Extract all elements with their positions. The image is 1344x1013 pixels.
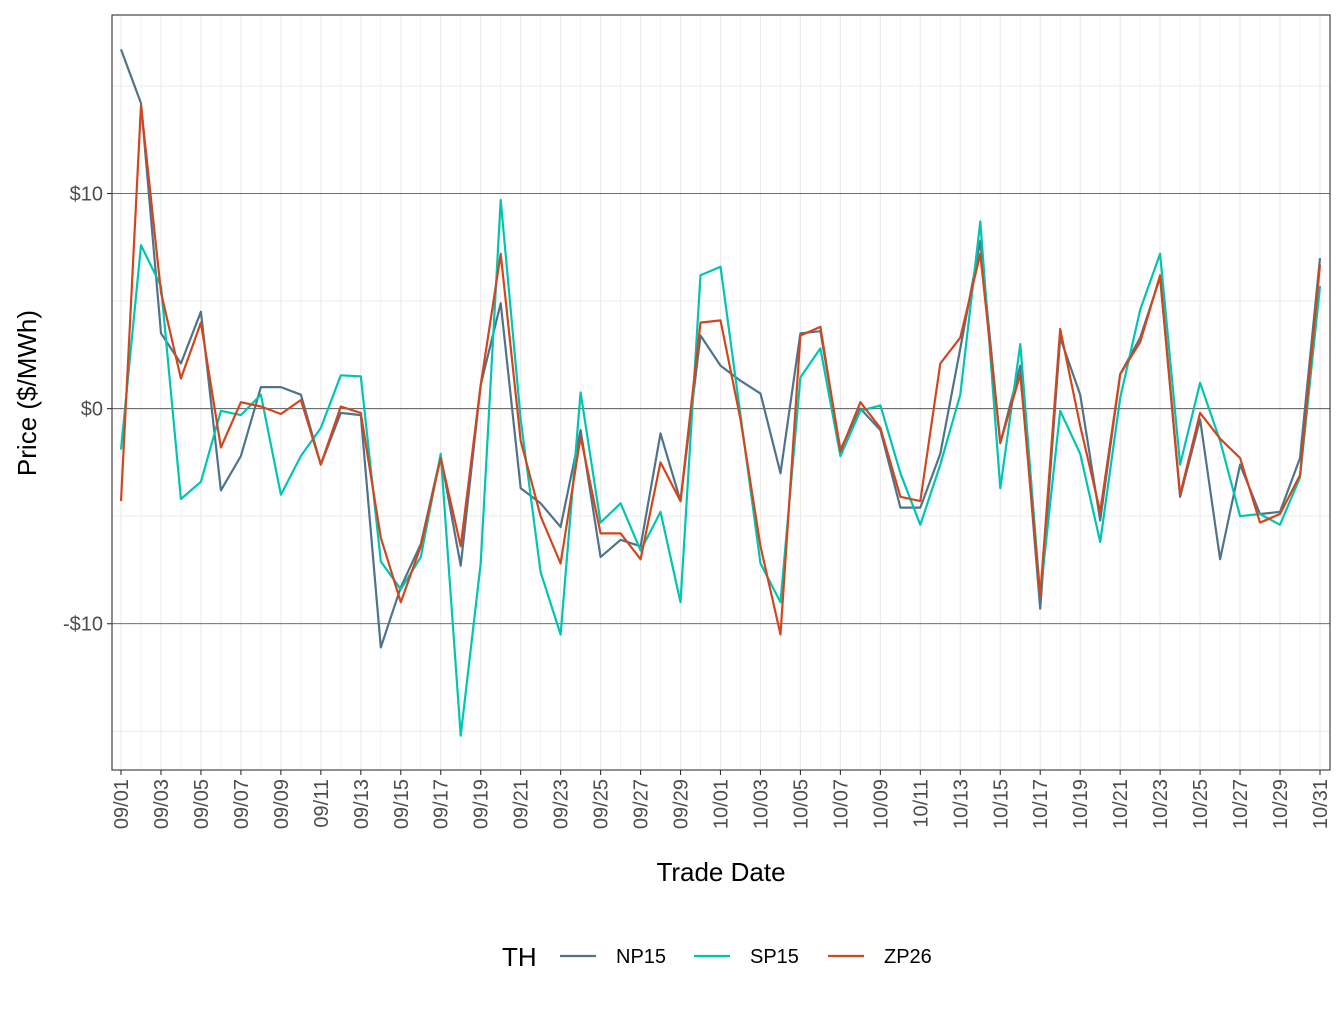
x-tick-label: 10/09 — [870, 779, 892, 829]
x-tick-label: 09/19 — [471, 779, 493, 829]
x-tick-label: 10/17 — [1030, 779, 1052, 829]
x-tick-label: 10/07 — [830, 779, 852, 829]
x-tick-label: 10/27 — [1230, 779, 1252, 829]
x-tick-label: 10/19 — [1070, 779, 1092, 829]
minor-gridlines — [112, 15, 1330, 770]
x-tick-label: 10/25 — [1190, 779, 1212, 829]
y-tick-label: $10 — [70, 184, 103, 206]
x-tick-label: 10/01 — [711, 779, 733, 829]
x-tick-label: 09/05 — [191, 779, 213, 829]
x-tick-label: 10/05 — [790, 779, 812, 829]
x-tick-label: 10/11 — [910, 779, 932, 828]
series-line-sp15 — [119, 198, 1322, 737]
legend-title: TH — [502, 942, 537, 972]
x-tick-label: 09/09 — [271, 779, 293, 829]
x-axis: 09/01 09/03 09/05 09/07 09/09 09/11 09/13 09/15… — [111, 770, 1332, 829]
x-tick-label: 09/13 — [351, 779, 373, 829]
legend-label-np15: NP15 — [616, 946, 666, 968]
x-tick-label: 09/17 — [431, 779, 453, 829]
x-tick-label: 10/29 — [1270, 779, 1292, 829]
x-tick-label: 09/23 — [551, 779, 573, 829]
legend-label-sp15: SP15 — [750, 946, 799, 968]
y-axis: -$10 $0 $10 — [63, 184, 112, 636]
major-gridlines — [112, 193, 1330, 625]
x-tick-label: 09/15 — [391, 779, 413, 829]
x-axis-title: Trade Date — [656, 857, 785, 887]
x-tick-label: 09/01 — [111, 779, 133, 829]
x-tick-label: 09/11 — [311, 779, 333, 828]
x-tick-label: 10/23 — [1150, 779, 1172, 829]
x-tick-label: 09/03 — [151, 779, 173, 829]
x-tick-label: 09/25 — [591, 779, 613, 829]
x-tick-label: 09/29 — [671, 779, 693, 829]
x-tick-label: 10/21 — [1110, 779, 1132, 829]
series-lines — [119, 49, 1322, 737]
x-tick-label: 10/31 — [1310, 779, 1332, 829]
y-tick-label: $0 — [81, 399, 103, 421]
x-tick-label: 10/13 — [950, 779, 972, 829]
x-tick-label: 09/21 — [511, 779, 533, 829]
legend-label-zp26: ZP26 — [884, 946, 932, 968]
x-tick-label: 10/03 — [750, 779, 772, 829]
y-axis-title: Price ($/MWh) — [12, 310, 42, 476]
series-line-zp26 — [119, 104, 1322, 636]
x-tick-label: 09/27 — [631, 779, 653, 829]
legend: TH NP15 SP15 ZP26 — [502, 942, 932, 972]
y-tick-label: -$10 — [63, 614, 103, 636]
x-tick-label: 09/07 — [231, 779, 253, 829]
x-tick-label: 10/15 — [990, 779, 1012, 829]
